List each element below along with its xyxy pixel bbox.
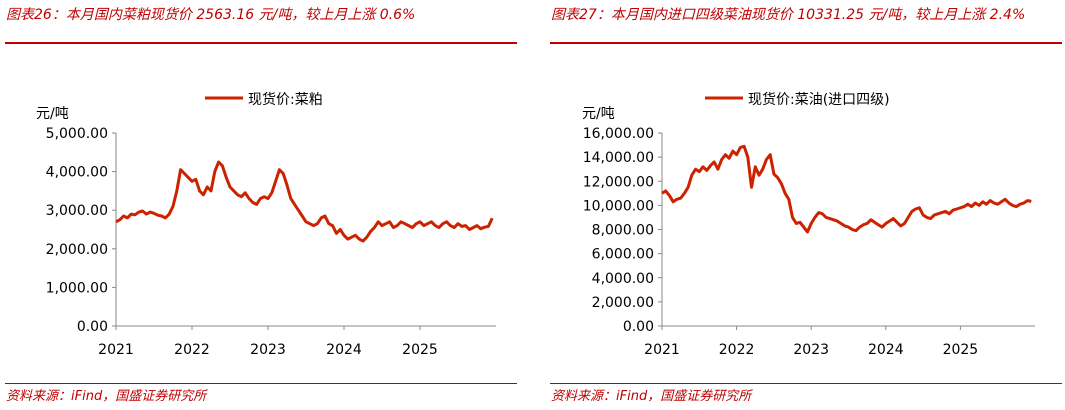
panel-rapeseed-oil: 图表27：本月国内进口四级菜油现货价 10331.25 元/吨，较上月上涨 2.…: [545, 0, 1065, 410]
x-tick-label: 2024: [326, 342, 362, 358]
x-tick-label: 2025: [402, 342, 438, 358]
y-tick-label: 5,000.00: [46, 126, 108, 142]
figure-title: 图表27：本月国内进口四级菜油现货价 10331.25 元/吨，较上月上涨 2.…: [551, 7, 1026, 23]
x-tick-label: 2024: [868, 342, 904, 358]
x-tick-label: 2023: [793, 342, 829, 358]
chart-rapeseed-meal: 现货价:菜粕元/吨 0.00 1,000.00 2,000.00 3,000.00 4,0…: [36, 91, 496, 358]
legend-label: 现货价:菜粕: [248, 91, 323, 108]
y-axis-label: 元/吨: [36, 106, 69, 122]
y-tick-label: 1,000.00: [46, 280, 108, 296]
y-tick-label: 4,000.00: [592, 271, 654, 287]
x-tick-label: 2022: [719, 342, 755, 358]
y-tick-label: 4,000.00: [46, 165, 108, 181]
y-axis-label: 元/吨: [582, 106, 615, 122]
source-note: 资料来源：iFind，国盛证券研究所: [551, 389, 752, 404]
y-tick-label: 2,000.00: [46, 242, 108, 258]
x-tick-label: 2021: [644, 342, 680, 358]
figure-title: 图表26：本月国内菜粕现货价 2563.16 元/吨，较上月上涨 0.6%: [6, 7, 416, 23]
chart-rapeseed-oil: 现货价:菜油(进口四级) 元/吨 0.00 2,000.00 4,000.00 6,000…: [582, 91, 1035, 358]
y-tick-label: 8,000.00: [592, 223, 654, 239]
y-tick-label: 14,000.00: [583, 150, 654, 166]
x-tick-label: 2022: [174, 342, 210, 358]
y-tick-label: 6,000.00: [592, 247, 654, 263]
x-tick-label: 2021: [98, 342, 134, 358]
panel-rapeseed-meal: 图表26：本月国内菜粕现货价 2563.16 元/吨，较上月上涨 0.6% 现货…: [0, 0, 520, 410]
x-tick-label: 2025: [943, 342, 979, 358]
title-rule: [550, 42, 1062, 44]
y-tick-label: 3,000.00: [46, 203, 108, 219]
y-tick-label: 16,000.00: [583, 126, 654, 142]
source-rule: [550, 383, 1062, 384]
series-line: [115, 160, 494, 243]
x-tick-label: 2023: [250, 342, 286, 358]
source-rule: [5, 383, 517, 384]
title-rule: [5, 42, 517, 44]
legend-label: 现货价:菜油(进口四级): [748, 91, 890, 108]
y-tick-label: 0.00: [77, 319, 108, 335]
y-tick-label: 12,000.00: [583, 174, 654, 190]
y-tick-label: 10,000.00: [583, 198, 654, 214]
series-line: [661, 144, 1032, 234]
y-tick-label: 0.00: [623, 319, 654, 335]
source-note: 资料来源：iFind，国盛证券研究所: [6, 389, 207, 404]
y-tick-label: 2,000.00: [592, 295, 654, 311]
